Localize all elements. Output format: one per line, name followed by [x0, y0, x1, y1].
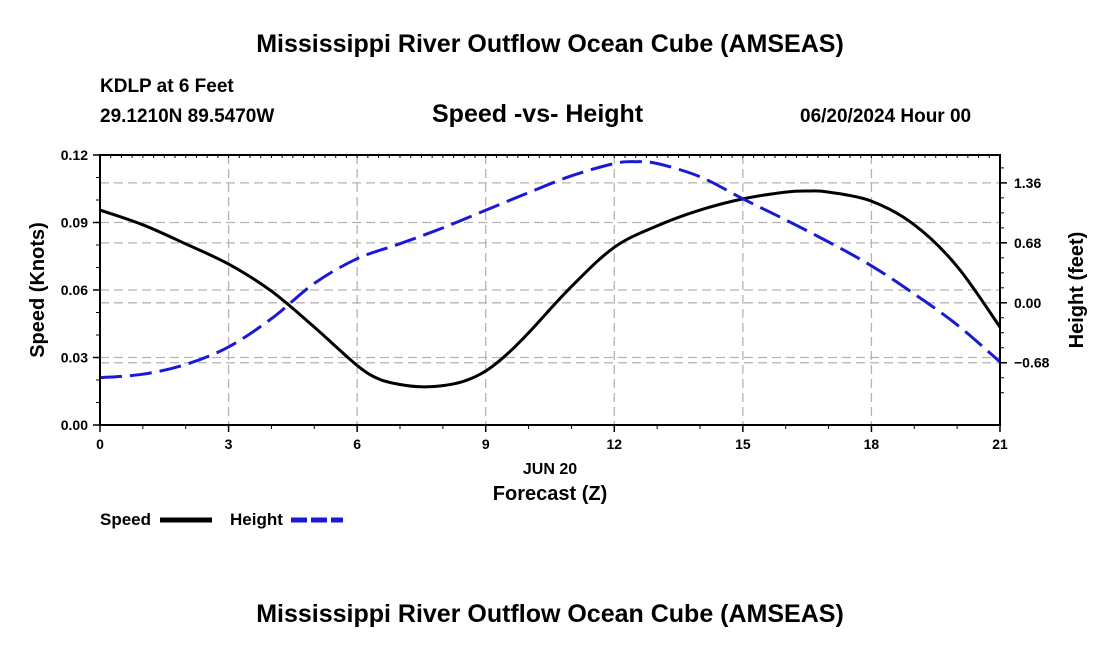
x-tick-label: 6: [353, 436, 361, 452]
x-axis-date-label: JUN 20: [523, 461, 577, 478]
y-right-tick-label: −0.68: [1014, 355, 1050, 371]
legend: Speed Height: [100, 510, 343, 529]
x-tick-label: 12: [606, 436, 622, 452]
series-line-height: [99, 160, 1001, 380]
tick-labels: 0 3 6 9 12 15 18 21 0.00 0.03 0.06 0.09 0.12 −0.68 0.0…: [61, 147, 1050, 452]
data-series: [99, 160, 1002, 389]
legend-speed-label: Speed: [100, 510, 151, 529]
x-tick-label: 3: [225, 436, 233, 452]
y-right-tick-label: 0.00: [1014, 295, 1041, 311]
station-label: KDLP at 6 Feet: [100, 76, 234, 97]
x-tick-label: 9: [482, 436, 490, 452]
footer-title: Mississippi River Outflow Ocean Cube (AM…: [256, 600, 844, 628]
y-axis-left-title: Speed (Knots): [27, 222, 49, 358]
x-tick-label: 15: [735, 436, 751, 452]
y-left-tick-label: 0.09: [61, 215, 88, 231]
chart-subtitle: Speed -vs- Height: [432, 100, 644, 128]
y-axis-right-title: Height (feet): [1066, 232, 1088, 349]
y-left-tick-label: 0.06: [61, 282, 88, 298]
forecast-datetime: 06/20/2024 Hour 00: [800, 106, 972, 127]
y-right-tick-label: 1.36: [1014, 175, 1041, 191]
x-tick-label: 18: [864, 436, 880, 452]
grid-lines: [100, 155, 1000, 425]
chart-title: Mississippi River Outflow Ocean Cube (AM…: [256, 30, 844, 58]
series-line-speed: [99, 189, 1002, 389]
y-left-tick-label: 0.00: [61, 417, 88, 433]
x-axis-title: Forecast (Z): [493, 483, 607, 505]
y-left-tick-label: 0.03: [61, 350, 88, 366]
y-left-tick-label: 0.12: [61, 147, 88, 163]
y-right-tick-label: 0.68: [1014, 235, 1041, 251]
station-coordinates: 29.1210N 89.5470W: [100, 106, 275, 127]
legend-height-label: Height: [230, 510, 283, 529]
axis-ticks: [93, 154, 1007, 432]
x-tick-label: 21: [992, 436, 1008, 452]
x-tick-label: 0: [96, 436, 104, 452]
